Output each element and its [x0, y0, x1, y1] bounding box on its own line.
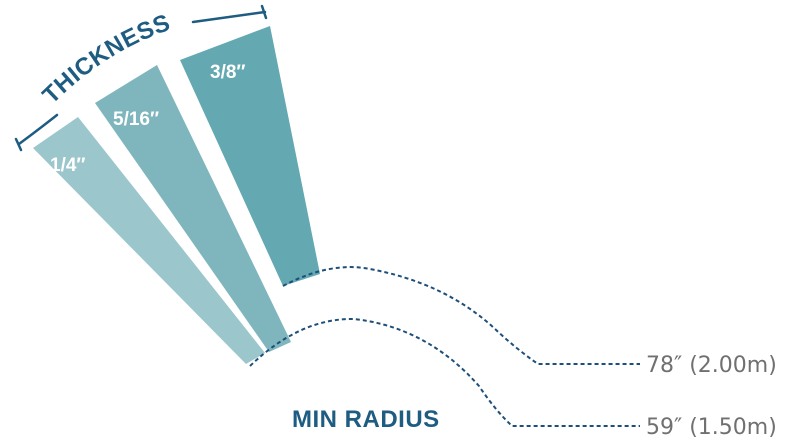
min-radius-title: MIN RADIUS [292, 406, 440, 433]
radius-value-inner: 59″ (1.50m) [646, 415, 777, 440]
strip-three-eighths-inch [180, 26, 320, 286]
radius-value-outer: 78″ (2.00m) [646, 353, 777, 378]
strip-quarter-inch [33, 117, 265, 364]
strip-label-three-eighths-inch: 3/8″ [210, 62, 246, 83]
strip-label-five-sixteenths-inch: 5/16″ [113, 109, 159, 130]
radius-curve-outer [282, 266, 640, 365]
thickness-bracket [14, 4, 268, 152]
strip-five-sixteenths-inch [95, 65, 291, 352]
thickness-strips [33, 26, 320, 364]
strip-label-quarter-inch: 1/4″ [50, 155, 86, 176]
radius-curve-inner [249, 317, 640, 427]
